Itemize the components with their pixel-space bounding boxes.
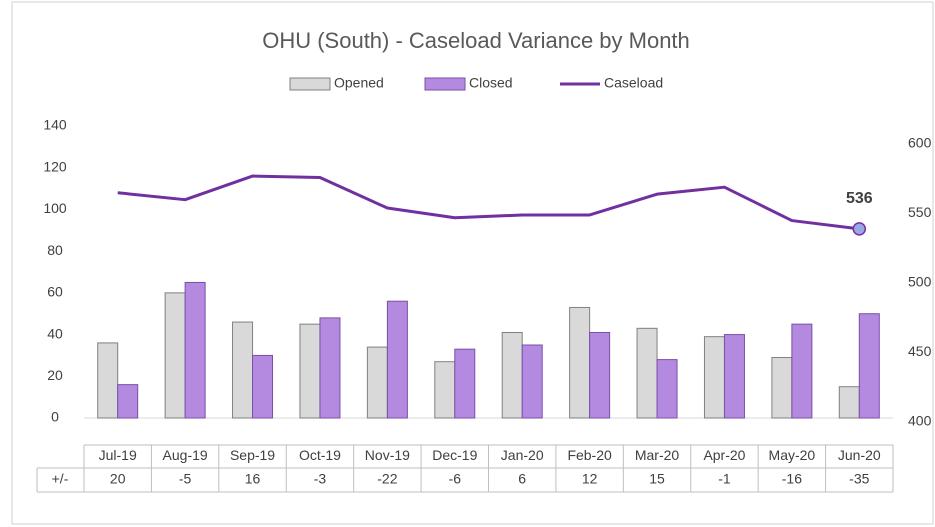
table-cell: -22 bbox=[377, 471, 397, 487]
table-cell: -35 bbox=[849, 471, 869, 487]
x-tick-label: Sep-19 bbox=[230, 447, 275, 463]
x-tick-label: Jul-19 bbox=[99, 447, 137, 463]
table-cell: -16 bbox=[782, 471, 802, 487]
y2-tick-label: 550 bbox=[908, 204, 932, 220]
x-tick-label: Jun-20 bbox=[838, 447, 881, 463]
bar bbox=[569, 306, 591, 419]
x-tick-label: Jan-20 bbox=[501, 447, 544, 463]
x-tick-label: Dec-19 bbox=[432, 447, 477, 463]
y2-tick-label: 400 bbox=[908, 413, 932, 429]
table-cell: 6 bbox=[518, 471, 526, 487]
y-tick-label: 100 bbox=[43, 200, 67, 216]
table-row-label: +/- bbox=[52, 471, 69, 487]
y-tick-label: 80 bbox=[47, 242, 63, 258]
bar bbox=[434, 361, 456, 419]
bar bbox=[97, 342, 119, 419]
bar bbox=[252, 354, 274, 419]
bar bbox=[636, 327, 658, 419]
chart-frame bbox=[11, 1, 934, 525]
data-label: 536 bbox=[846, 190, 873, 207]
bar bbox=[501, 331, 523, 419]
x-tick-label: Mar-20 bbox=[635, 447, 680, 463]
table-cell: 16 bbox=[245, 471, 261, 487]
bar bbox=[386, 300, 408, 419]
caseload-line bbox=[117, 174, 860, 231]
bar bbox=[366, 346, 388, 419]
chart-title: OHU (South) - Caseload Variance by Month bbox=[262, 28, 690, 53]
table-cell: 20 bbox=[110, 471, 126, 487]
bar bbox=[299, 323, 321, 419]
bar bbox=[232, 321, 254, 419]
bar bbox=[858, 313, 880, 419]
x-tick-label: Apr-20 bbox=[703, 447, 745, 463]
table-cell: -5 bbox=[179, 471, 192, 487]
x-tick-label: Nov-19 bbox=[365, 447, 410, 463]
y-tick-label: 40 bbox=[47, 325, 63, 341]
table-cell: -6 bbox=[449, 471, 462, 487]
legend-swatch bbox=[424, 77, 466, 91]
legend-swatch bbox=[289, 77, 331, 91]
table-cell: -3 bbox=[314, 471, 327, 487]
y2-tick-label: 500 bbox=[908, 274, 932, 290]
table-cell: 15 bbox=[649, 471, 665, 487]
bar bbox=[771, 357, 793, 419]
bar bbox=[589, 331, 611, 419]
table-cell: 12 bbox=[582, 471, 598, 487]
bar bbox=[723, 334, 745, 419]
bar bbox=[117, 384, 139, 419]
y2-tick-label: 450 bbox=[908, 343, 932, 359]
x-tick-label: Oct-19 bbox=[299, 447, 341, 463]
y-tick-label: 140 bbox=[43, 117, 67, 133]
x-tick-label: Feb-20 bbox=[567, 447, 612, 463]
bar bbox=[319, 317, 341, 419]
x-tick-label: May-20 bbox=[769, 447, 816, 463]
y-tick-label: 0 bbox=[51, 409, 59, 425]
bar bbox=[521, 344, 543, 419]
bar bbox=[184, 281, 206, 419]
legend-label: Closed bbox=[469, 75, 513, 91]
bar bbox=[164, 292, 186, 419]
bar bbox=[703, 336, 725, 419]
y2-tick-label: 600 bbox=[908, 135, 932, 151]
y-tick-label: 120 bbox=[43, 158, 67, 174]
bar bbox=[791, 323, 813, 419]
legend-label: Caseload bbox=[604, 75, 663, 91]
bar bbox=[454, 348, 476, 419]
y-tick-label: 20 bbox=[47, 367, 63, 383]
bar bbox=[656, 359, 678, 419]
y-tick-label: 60 bbox=[47, 284, 63, 300]
legend-label: Opened bbox=[334, 75, 384, 91]
last-point-marker bbox=[852, 222, 867, 236]
bar bbox=[838, 386, 860, 419]
table-cell: -1 bbox=[718, 471, 731, 487]
x-tick-label: Aug-19 bbox=[163, 447, 208, 463]
